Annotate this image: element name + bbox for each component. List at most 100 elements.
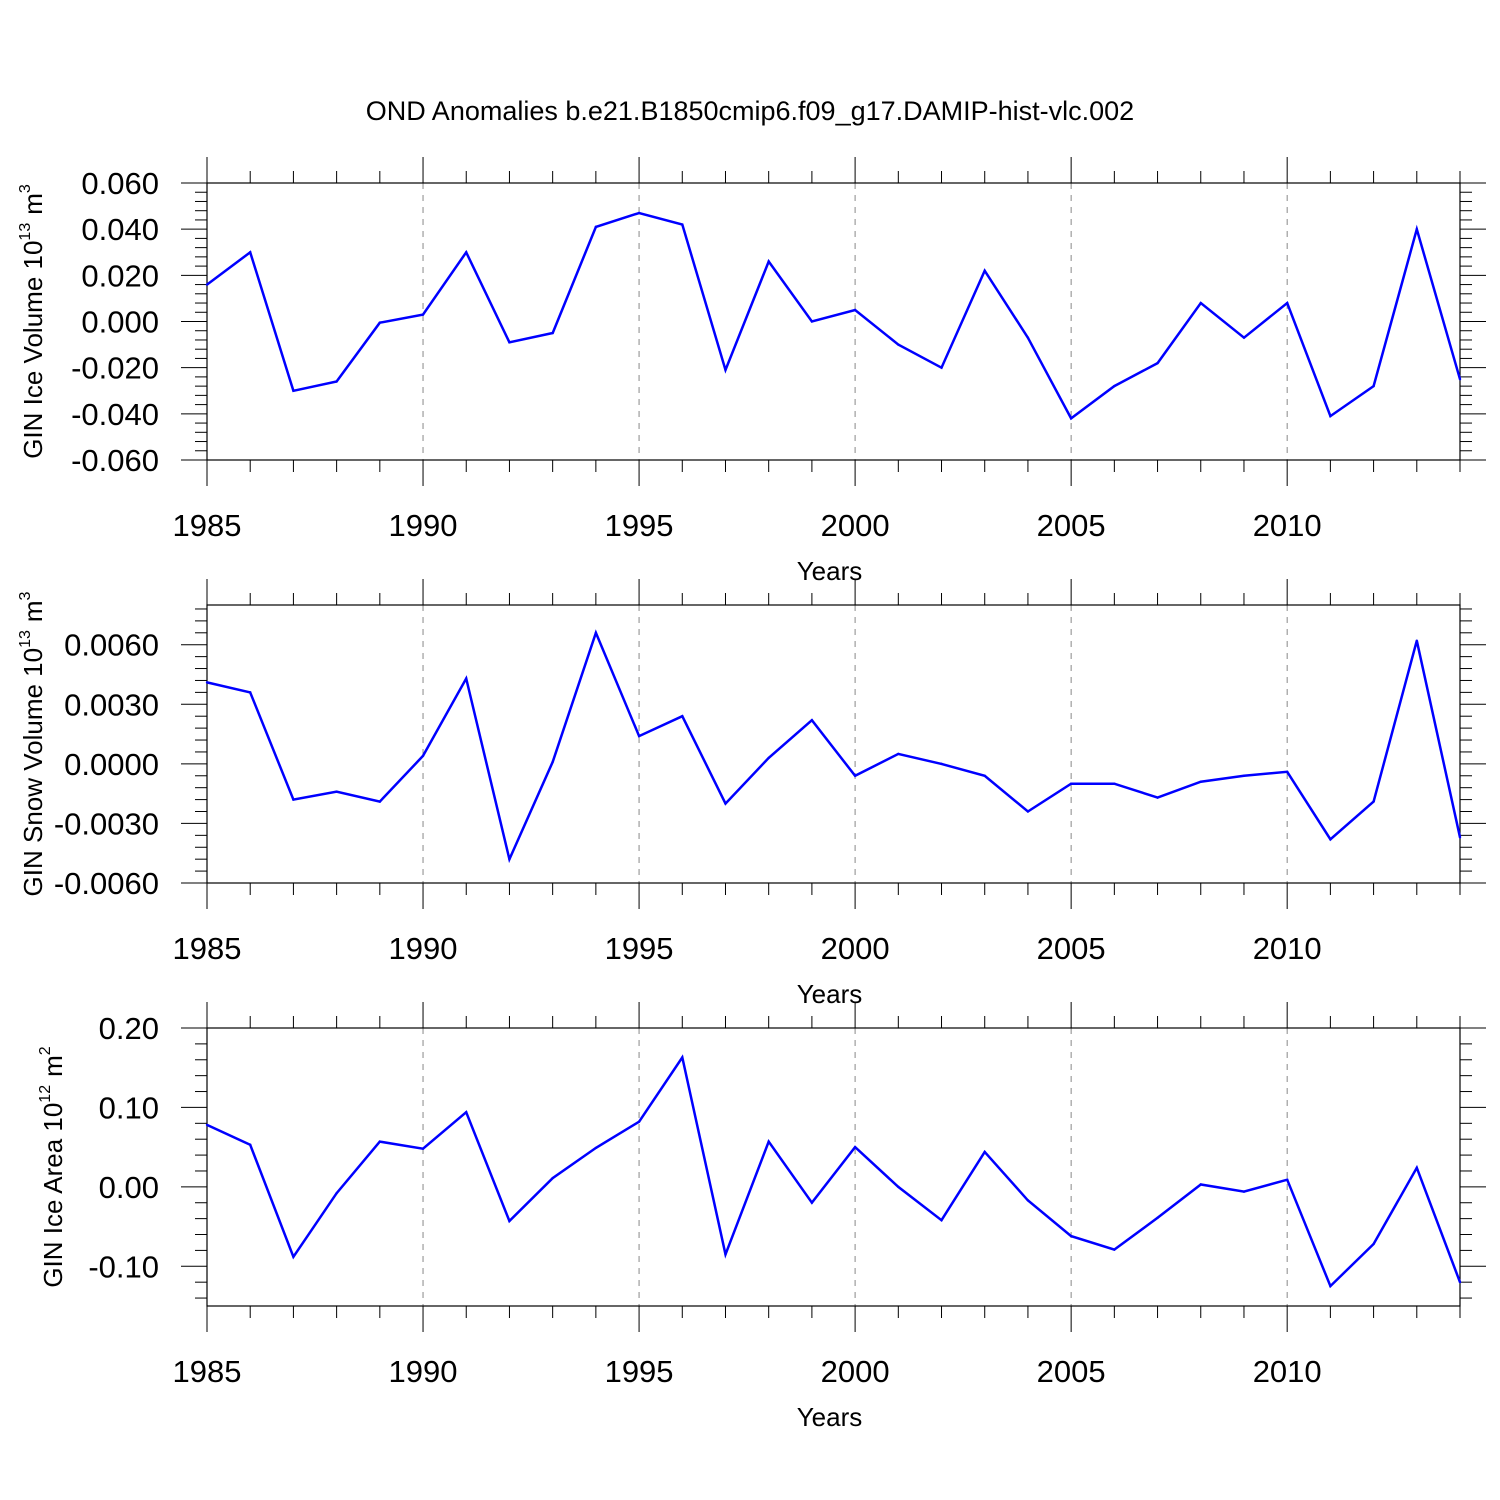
data-point: [1199, 780, 1202, 783]
x-tick-label: 2010: [1253, 1354, 1322, 1389]
data-point: [1372, 384, 1375, 388]
data-point: [983, 774, 986, 777]
y-axis-label-exponent: 13: [17, 630, 34, 648]
data-point: [421, 313, 425, 316]
data-point: [1285, 301, 1289, 305]
x-tick-label: 2010: [1253, 508, 1322, 543]
data-point: [205, 681, 209, 684]
x-tick-label: 1995: [605, 1354, 674, 1389]
data-point: [1156, 361, 1159, 365]
data-point: [1199, 1183, 1202, 1186]
x-tick-label: 2000: [821, 508, 890, 543]
x-tick-label: 1985: [173, 931, 242, 966]
data-point: [1242, 336, 1246, 339]
y-axis-label-unit: m: [38, 1055, 68, 1077]
data-point: [465, 251, 468, 254]
data-point: [594, 225, 598, 229]
data-point: [421, 754, 425, 758]
data-point: [1372, 1242, 1375, 1246]
x-tick-label: 2005: [1037, 508, 1106, 543]
data-point: [853, 1145, 857, 1149]
data-point: [205, 1123, 209, 1127]
series-line: [206, 211, 1462, 421]
data-point: [1415, 639, 1418, 642]
x-tick-label: 1990: [389, 1354, 458, 1389]
data-point: [897, 343, 900, 346]
y-tick-label: 0.020: [81, 258, 159, 293]
data-point: [810, 718, 814, 722]
data-point: [292, 389, 295, 392]
data-point: [594, 631, 598, 634]
data-point: [1113, 1248, 1116, 1251]
y-tick-label: 0.0060: [64, 628, 159, 663]
data-point: [637, 1120, 641, 1123]
y-tick-label: 0.060: [81, 166, 159, 201]
y-axis-label-unit-exponent: 3: [17, 184, 34, 193]
x-tick-label: 2010: [1253, 931, 1322, 966]
data-point: [292, 798, 295, 801]
data-point: [1156, 1216, 1159, 1220]
data-point: [1199, 301, 1202, 305]
y-tick-label: -0.060: [71, 443, 159, 478]
y-axis-label-exponent: 13: [17, 223, 34, 241]
data-point: [1415, 227, 1418, 231]
x-tick-label: 2005: [1037, 1354, 1106, 1389]
data-point: [1113, 782, 1116, 785]
data-point: [1113, 384, 1116, 388]
y-axis-label: GIN Ice Area 1012 m2: [37, 1046, 68, 1287]
data-point: [249, 1143, 252, 1146]
y-tick-label: 0.10: [99, 1090, 159, 1125]
y-axis-label-text: GIN Ice Volume 10: [18, 241, 48, 459]
data-point: [378, 321, 382, 324]
data-point: [1026, 810, 1030, 813]
y-tick-label: -0.020: [71, 351, 159, 386]
y-tick-label: -0.040: [71, 397, 159, 432]
data-point: [1329, 1284, 1332, 1288]
data-point: [551, 331, 554, 335]
data-point: [1458, 836, 1462, 839]
y-tick-label: 0.00: [99, 1170, 159, 1205]
data-point: [810, 1201, 814, 1204]
y-tick-label: 0.0000: [64, 747, 159, 782]
data-point: [853, 774, 857, 777]
x-tick-label: 1995: [605, 508, 674, 543]
data-point: [1458, 1280, 1462, 1284]
data-point: [1372, 800, 1375, 803]
data-point: [292, 1255, 295, 1258]
y-axis-label: GIN Ice Volume 1013 m3: [17, 184, 48, 459]
data-point: [1242, 774, 1246, 777]
y-tick-label: 0.0030: [64, 687, 159, 722]
data-point: [551, 760, 554, 764]
data-point: [940, 366, 943, 369]
data-point: [1069, 1234, 1073, 1238]
data-point: [421, 1147, 425, 1150]
data-point: [465, 1110, 468, 1114]
x-axis-label: Years: [797, 556, 863, 586]
x-axis-label: Years: [797, 979, 863, 1009]
y-axis-label-text: GIN Snow Volume 10: [18, 648, 48, 897]
y-axis-label-unit-exponent: 2: [37, 1046, 54, 1055]
y-tick-label: -0.0030: [54, 806, 159, 841]
data-point: [1156, 796, 1159, 799]
data-point: [205, 283, 209, 286]
data-point: [335, 1192, 338, 1195]
series-line: [206, 629, 1462, 864]
data-point: [1069, 782, 1073, 785]
data-point: [1026, 1199, 1030, 1202]
x-tick-label: 1995: [605, 931, 674, 966]
data-point: [1458, 378, 1462, 381]
panel-ice-area: -0.10 0.00 0.10 0.20 1985 1990 1995 2000 2005 201…: [37, 1002, 1486, 1432]
y-axis-label-text: GIN Ice Area 10: [38, 1103, 68, 1288]
data-point: [249, 691, 252, 694]
data-point: [724, 368, 727, 372]
data-point: [465, 677, 468, 680]
data-point: [940, 762, 943, 766]
data-point: [853, 308, 857, 312]
y-tick-label: -0.10: [88, 1249, 159, 1284]
x-tick-label: 1985: [173, 1354, 242, 1389]
series-line: [206, 1054, 1462, 1289]
data-point: [1329, 414, 1332, 418]
panel-ice-volume: -0.060 -0.040 -0.020 0.000 0.020 0.040 0.060 19…: [17, 157, 1486, 586]
y-tick-label: 0.000: [81, 305, 159, 340]
panel-snow-volume: -0.0060 -0.0030 0.0000 0.0030 0.0060 1985 1990…: [17, 579, 1486, 1009]
